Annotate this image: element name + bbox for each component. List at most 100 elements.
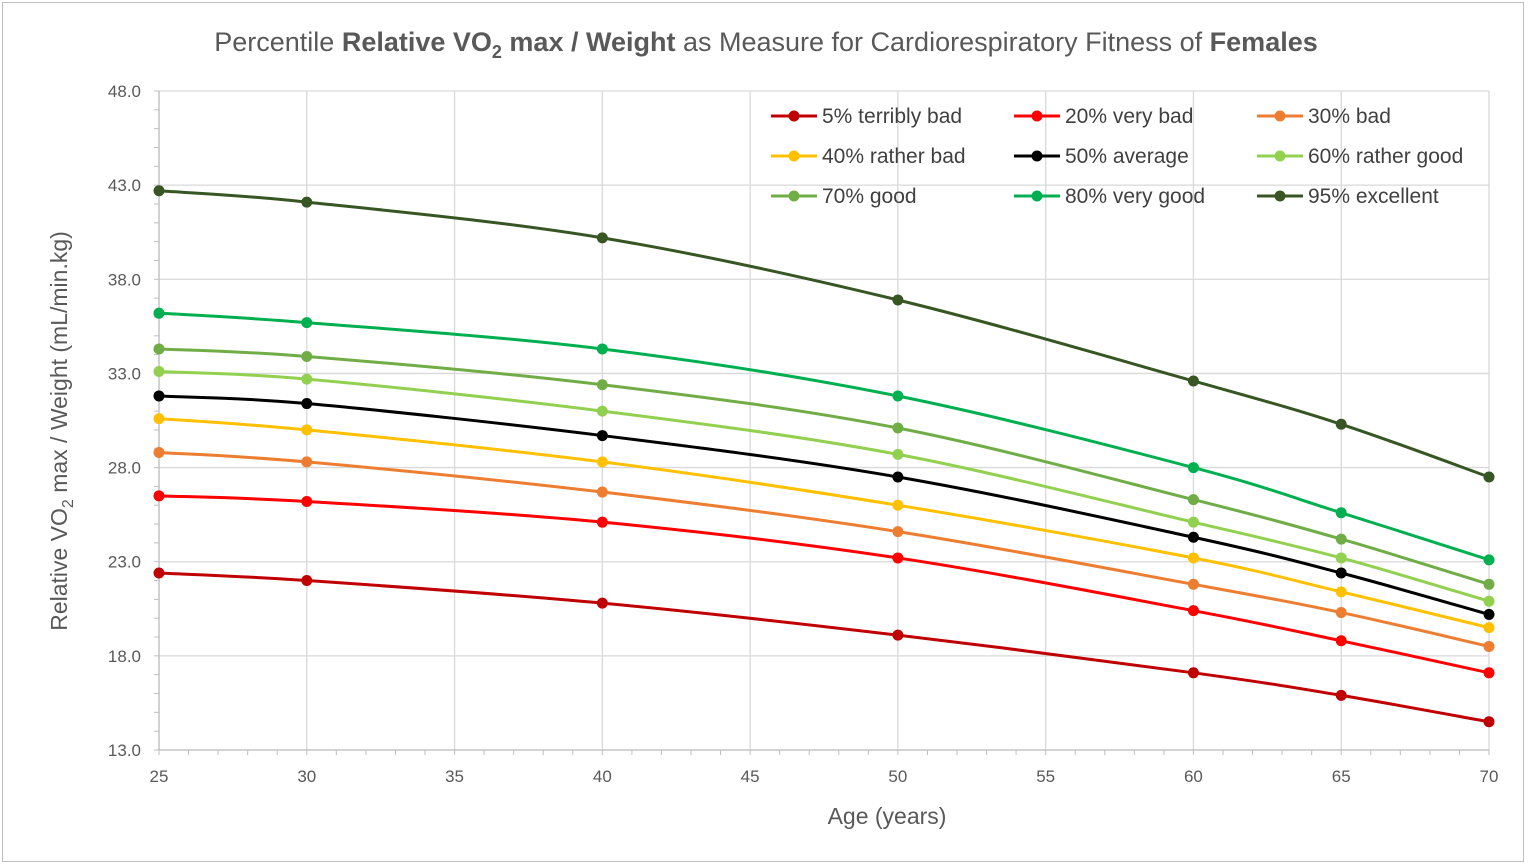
- x-tick-label: 60: [1184, 767, 1203, 786]
- legend-marker: [1274, 150, 1286, 162]
- data-point: [301, 495, 313, 507]
- y-tick-label: 33.0: [108, 364, 141, 383]
- y-tick-label: 38.0: [108, 270, 141, 289]
- data-point: [892, 526, 904, 538]
- x-tick-label: 40: [593, 767, 612, 786]
- series-5: [153, 366, 1495, 607]
- line-chart: Percentile Relative VO2 max / Weight as …: [46, 27, 1499, 829]
- series-group: [153, 185, 1495, 728]
- legend-label: 95% excellent: [1308, 185, 1439, 208]
- data-point: [1335, 689, 1347, 701]
- series-7: [153, 307, 1495, 566]
- legend-item: 20% very bad: [1014, 105, 1193, 128]
- data-point: [1187, 605, 1199, 617]
- legend-item: 40% rather bad: [771, 145, 966, 168]
- data-point: [153, 413, 165, 425]
- legend-label: 60% rather good: [1308, 145, 1463, 168]
- data-point: [301, 373, 313, 385]
- x-tick-label: 70: [1480, 767, 1499, 786]
- data-point: [1483, 471, 1495, 483]
- y-tick-label: 18.0: [108, 647, 141, 666]
- data-point: [1335, 507, 1347, 519]
- data-point: [1335, 418, 1347, 430]
- legend-item: 5% terribly bad: [771, 105, 962, 128]
- series-4: [153, 390, 1495, 620]
- x-tick-label: 30: [297, 767, 316, 786]
- title-prefix: Percentile: [214, 27, 342, 57]
- y-tick-label: 23.0: [108, 553, 141, 572]
- legend-label: 30% bad: [1308, 105, 1391, 128]
- data-point: [1335, 586, 1347, 598]
- x-tick-label: 45: [741, 767, 760, 786]
- data-point: [1483, 554, 1495, 566]
- y-tick-label: 43.0: [108, 176, 141, 195]
- data-point: [1483, 667, 1495, 679]
- series-8: [153, 185, 1495, 483]
- legend-marker: [788, 190, 800, 202]
- y-tick-label: 13.0: [108, 741, 141, 760]
- title-middle: as Measure for Cardiorespiratory Fitness…: [675, 27, 1209, 57]
- data-point: [153, 366, 165, 378]
- legend-marker: [788, 150, 800, 162]
- legend-marker: [1274, 110, 1286, 122]
- legend-label: 50% average: [1065, 145, 1189, 168]
- y-tick-label: 28.0: [108, 459, 141, 478]
- legend-item: 95% excellent: [1257, 185, 1439, 208]
- data-point: [1483, 622, 1495, 634]
- y-axis-label: Relative VO2 max / Weight (mL/min.kg): [46, 231, 77, 631]
- data-point: [892, 448, 904, 460]
- data-point: [1335, 607, 1347, 619]
- data-point: [1187, 531, 1199, 543]
- series-line: [158, 311, 1490, 562]
- series-line: [158, 417, 1490, 630]
- data-point: [1335, 552, 1347, 564]
- y-axis-label-rest: max / Weight (mL/min.kg): [46, 231, 72, 499]
- series-1: [153, 490, 1495, 679]
- data-point: [892, 552, 904, 564]
- data-point: [892, 422, 904, 434]
- legend-label: 40% rather bad: [822, 145, 966, 168]
- data-point: [153, 567, 165, 579]
- series-line: [158, 494, 1490, 675]
- data-point: [301, 456, 313, 468]
- data-point: [1335, 533, 1347, 545]
- data-point: [596, 430, 608, 442]
- title-subscript: 2: [492, 42, 502, 62]
- chart-title: Percentile Relative VO2 max / Weight as …: [214, 27, 1318, 62]
- data-point: [1187, 494, 1199, 506]
- data-point: [1187, 375, 1199, 387]
- legend-marker: [1031, 110, 1043, 122]
- y-tick-label: 48.0: [108, 82, 141, 101]
- series-0: [153, 567, 1495, 728]
- data-point: [153, 490, 165, 502]
- series-6: [153, 343, 1495, 590]
- data-point: [153, 390, 165, 402]
- y-axis-label-subscript: 2: [60, 499, 77, 508]
- series-3: [153, 413, 1495, 634]
- data-point: [892, 294, 904, 306]
- series-line: [158, 451, 1490, 648]
- data-point: [153, 447, 165, 459]
- data-point: [596, 486, 608, 498]
- data-point: [596, 597, 608, 609]
- x-tick-label: 35: [445, 767, 464, 786]
- legend-item: 80% very good: [1014, 185, 1205, 208]
- legend-item: 60% rather good: [1257, 145, 1463, 168]
- legend: 5% terribly bad 20% very bad 30% bad 40% ra…: [771, 105, 1463, 208]
- series-line: [158, 571, 1490, 724]
- data-point: [596, 405, 608, 417]
- legend-label: 20% very bad: [1065, 105, 1193, 128]
- legend-label: 80% very good: [1065, 185, 1205, 208]
- x-tick-label: 65: [1332, 767, 1351, 786]
- data-point: [596, 343, 608, 355]
- x-tick-label: 25: [150, 767, 169, 786]
- data-point: [1483, 716, 1495, 728]
- y-axis-label-prefix: Relative VO: [46, 508, 72, 631]
- data-point: [596, 232, 608, 244]
- legend-marker: [1031, 190, 1043, 202]
- x-axis-label: Age (years): [828, 803, 947, 829]
- data-point: [1335, 567, 1347, 579]
- data-point: [1187, 578, 1199, 590]
- data-point: [1187, 667, 1199, 679]
